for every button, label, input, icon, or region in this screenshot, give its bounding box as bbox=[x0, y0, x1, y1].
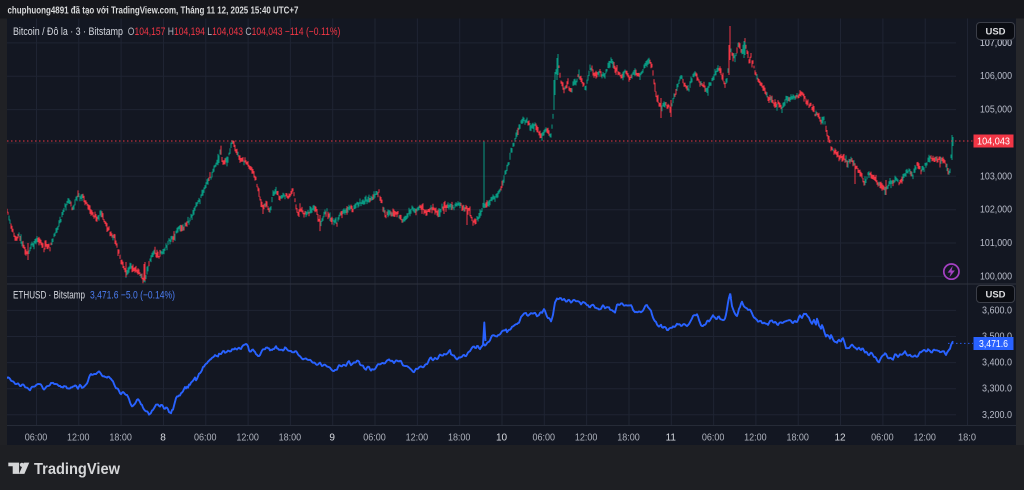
svg-text:3,471.6: 3,471.6 bbox=[979, 339, 1008, 350]
svg-text:101,000: 101,000 bbox=[980, 238, 1012, 249]
svg-text:ETHUSD · Bitstamp: ETHUSD · Bitstamp bbox=[13, 290, 85, 302]
svg-text:105,000: 105,000 bbox=[980, 105, 1012, 116]
svg-text:06:00: 06:00 bbox=[871, 433, 894, 444]
svg-text:06:00: 06:00 bbox=[363, 433, 386, 444]
svg-text:106,000: 106,000 bbox=[980, 71, 1012, 82]
svg-text:107,000: 107,000 bbox=[980, 38, 1012, 49]
svg-text:12:00: 12:00 bbox=[236, 433, 259, 444]
svg-text:12:00: 12:00 bbox=[744, 433, 767, 444]
svg-text:18:0: 18:0 bbox=[958, 433, 976, 444]
svg-text:3,300.0: 3,300.0 bbox=[982, 384, 1012, 395]
svg-text:3,600.0: 3,600.0 bbox=[982, 305, 1012, 316]
svg-text:12:00: 12:00 bbox=[913, 433, 936, 444]
svg-text:104,043: 104,043 bbox=[977, 136, 1010, 147]
svg-text:06:00: 06:00 bbox=[194, 433, 217, 444]
svg-text:8: 8 bbox=[160, 433, 166, 444]
svg-text:18:00: 18:00 bbox=[109, 433, 132, 444]
svg-text:3,200.0: 3,200.0 bbox=[982, 410, 1012, 421]
svg-text:Bitcoin / Đô la · 3 · Bitstamp: Bitcoin / Đô la · 3 · Bitstamp bbox=[13, 26, 123, 38]
svg-text:06:00: 06:00 bbox=[25, 433, 48, 444]
svg-text:12:00: 12:00 bbox=[575, 433, 598, 444]
svg-text:TradingView: TradingView bbox=[34, 461, 121, 478]
svg-text:107,000: 107,000 bbox=[980, 38, 1012, 49]
svg-text:3,471.6 −5.0 (−0.14%): 3,471.6 −5.0 (−0.14%) bbox=[90, 290, 175, 302]
svg-text:chuphuong4891 đã tạo với Tradi: chuphuong4891 đã tạo với TradingView.com… bbox=[8, 5, 299, 17]
svg-text:100,000: 100,000 bbox=[980, 271, 1012, 282]
svg-text:12:00: 12:00 bbox=[406, 433, 429, 444]
svg-text:18:00: 18:00 bbox=[617, 433, 640, 444]
svg-text:12: 12 bbox=[834, 433, 846, 444]
svg-text:06:00: 06:00 bbox=[533, 433, 556, 444]
svg-text:10: 10 bbox=[496, 433, 508, 444]
svg-text:11: 11 bbox=[666, 433, 677, 444]
svg-text:18:00: 18:00 bbox=[448, 433, 471, 444]
svg-text:06:00: 06:00 bbox=[702, 433, 725, 444]
svg-text:18:00: 18:00 bbox=[786, 433, 809, 444]
svg-text:18:00: 18:00 bbox=[279, 433, 302, 444]
svg-text:USD: USD bbox=[985, 290, 1005, 301]
svg-text:USD: USD bbox=[985, 27, 1005, 38]
svg-text:103,000: 103,000 bbox=[980, 171, 1012, 182]
svg-text:12:00: 12:00 bbox=[67, 433, 90, 444]
svg-text:102,000: 102,000 bbox=[980, 205, 1012, 216]
svg-text:3,400.0: 3,400.0 bbox=[982, 358, 1012, 369]
svg-text:9: 9 bbox=[329, 433, 335, 444]
svg-text:O104,157 H104,194 L104,043: O104,157 H104,194 L104,043 C104,043 −114… bbox=[128, 26, 341, 38]
